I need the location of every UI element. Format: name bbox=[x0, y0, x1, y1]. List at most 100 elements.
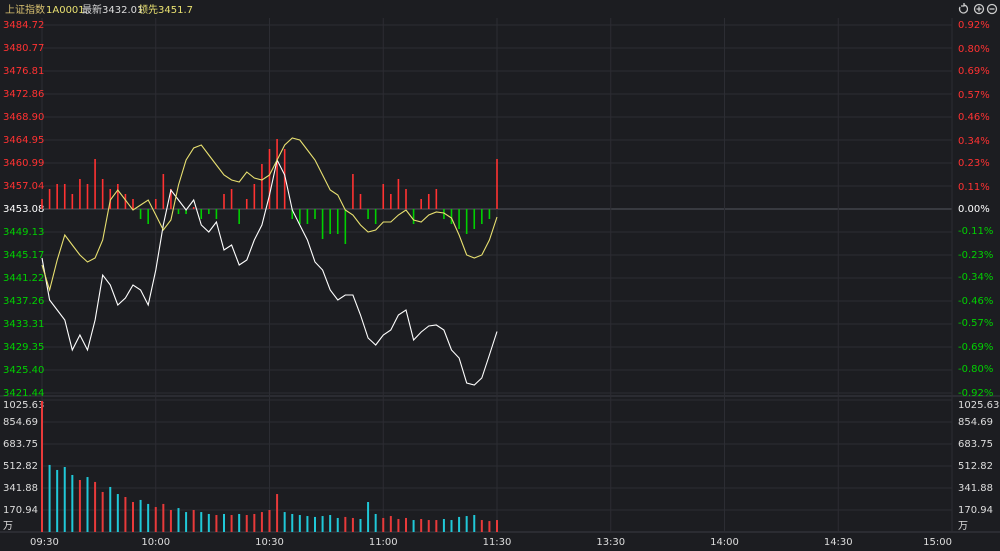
strength-bar bbox=[412, 209, 415, 224]
strength-bar bbox=[481, 209, 483, 224]
strength-bar bbox=[79, 179, 81, 209]
volume-bar bbox=[389, 516, 392, 532]
volume-bar bbox=[359, 519, 362, 532]
y-tick-label: 3429.35 bbox=[3, 342, 44, 353]
volume-bar bbox=[382, 517, 385, 532]
y-tick-label: 3460.99 bbox=[3, 158, 44, 169]
y2-tick-label: 512.82 bbox=[958, 461, 993, 472]
y-tick-label: 3437.26 bbox=[3, 296, 44, 307]
legend-entry: 最新3432.01 bbox=[82, 3, 143, 16]
y-tick-label: 3464.95 bbox=[3, 135, 44, 146]
legend-value: 3451.7 bbox=[158, 5, 193, 16]
volume-bar bbox=[465, 516, 468, 532]
toolbar[interactable] bbox=[958, 3, 998, 15]
volume-bar bbox=[192, 509, 195, 532]
strength-bar bbox=[465, 209, 468, 234]
volume-bar bbox=[78, 480, 81, 532]
y-tick-label: 512.82 bbox=[3, 461, 38, 472]
volume-bar bbox=[329, 515, 332, 532]
strength-bar bbox=[276, 139, 278, 209]
volume-bar bbox=[169, 509, 172, 532]
y2-tick-label: 0.00% bbox=[958, 204, 990, 215]
volume-bar bbox=[147, 503, 150, 532]
volume-bar bbox=[427, 520, 430, 532]
y-tick-label: 3476.81 bbox=[3, 66, 44, 77]
x-tick-label: 14:30 bbox=[824, 537, 853, 548]
zoom-in-button[interactable] bbox=[973, 3, 985, 15]
strength-bar bbox=[101, 179, 104, 209]
strength-bar bbox=[253, 184, 256, 209]
legend-value: 3432.01 bbox=[102, 5, 143, 16]
volume-bar bbox=[200, 512, 203, 532]
y2-tick-label: 0.57% bbox=[958, 90, 990, 101]
volume-bar bbox=[245, 515, 248, 532]
volume-bar bbox=[480, 520, 483, 532]
volume-bar bbox=[109, 486, 112, 532]
volume-bar bbox=[344, 516, 347, 532]
volume-bar bbox=[71, 474, 74, 532]
strength-bar bbox=[390, 194, 392, 209]
strength-bar bbox=[488, 209, 491, 219]
volume-bar bbox=[367, 502, 370, 532]
strength-bar bbox=[223, 194, 225, 209]
volume-bar bbox=[314, 516, 316, 532]
strength-bar bbox=[359, 194, 362, 209]
y2-tick-label: 0.92% bbox=[958, 20, 990, 31]
strength-bar bbox=[200, 209, 203, 219]
strength-bar bbox=[352, 174, 354, 209]
y2-tick-label: 0.46% bbox=[958, 112, 990, 123]
volume-bar bbox=[124, 496, 127, 532]
volume-bar bbox=[306, 516, 309, 532]
strength-bar bbox=[405, 189, 407, 209]
chart-subtitle: 1A0001 bbox=[46, 5, 85, 16]
strength-bar bbox=[238, 209, 240, 224]
x-tick-label: 13:30 bbox=[596, 537, 625, 548]
legend-entry: 领先3451.7 bbox=[138, 3, 193, 16]
volume-bar bbox=[86, 477, 89, 532]
volume-bar bbox=[496, 520, 498, 532]
strength-bar bbox=[109, 189, 112, 209]
volume-bar bbox=[283, 512, 286, 532]
y2-tick-label: -0.46% bbox=[958, 296, 993, 307]
volume-bar bbox=[374, 513, 377, 532]
reset-button[interactable] bbox=[958, 3, 969, 14]
strength-bar bbox=[261, 164, 263, 209]
x-tick-label: 10:00 bbox=[141, 537, 170, 548]
strength-bar bbox=[314, 209, 316, 219]
strength-bar bbox=[192, 207, 195, 209]
y2-tick-label: 170.94 bbox=[958, 505, 993, 516]
strength-bar bbox=[306, 209, 309, 224]
strength-bar bbox=[41, 199, 43, 209]
volume-bar bbox=[154, 507, 157, 532]
strength-bar bbox=[299, 209, 301, 224]
x-tick-label: 09:30 bbox=[30, 537, 59, 548]
volume-bar bbox=[420, 519, 423, 532]
strength-bar bbox=[268, 149, 271, 209]
strength-bar bbox=[177, 209, 180, 214]
strength-bar bbox=[435, 189, 438, 209]
y-tick-label: 3472.86 bbox=[3, 89, 44, 100]
strength-bar bbox=[245, 199, 248, 209]
volume-bar bbox=[185, 512, 188, 532]
y2-tick-label: -0.57% bbox=[958, 318, 993, 329]
y-tick-label: 3457.04 bbox=[3, 181, 44, 192]
volume-bar bbox=[63, 467, 66, 532]
strength-bar bbox=[420, 199, 422, 209]
x-tick-label: 11:30 bbox=[483, 537, 512, 548]
volume-bar bbox=[336, 517, 339, 532]
volume-bar bbox=[223, 513, 225, 532]
zoom-out-button[interactable] bbox=[986, 3, 998, 15]
volume-bar bbox=[435, 520, 438, 532]
volume-bar bbox=[41, 400, 43, 532]
chart-title: 上证指数 bbox=[5, 3, 45, 16]
volume-bar bbox=[488, 521, 491, 532]
y-tick-label: 3449.13 bbox=[3, 227, 44, 238]
volume-bar bbox=[412, 520, 415, 532]
y2-tick-label: 0.34% bbox=[958, 136, 990, 147]
y2-tick-label: -0.23% bbox=[958, 250, 993, 261]
y-tick-label: 3425.40 bbox=[3, 365, 44, 376]
y-tick-label: 854.69 bbox=[3, 417, 38, 428]
strength-bar bbox=[344, 209, 347, 244]
price-line bbox=[41, 158, 498, 386]
strength-bar bbox=[48, 189, 51, 209]
